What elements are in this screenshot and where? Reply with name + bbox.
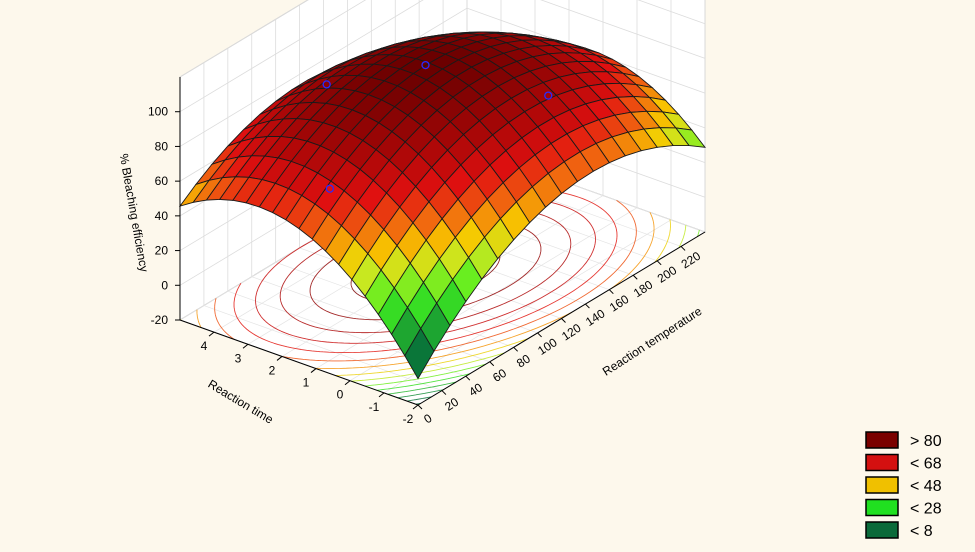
x-tick-label: 180: [631, 277, 656, 300]
legend-label: > 80: [910, 433, 942, 450]
y-tick-label: -2: [403, 412, 414, 426]
x-tick-label: 80: [514, 351, 533, 370]
x-tick-label: 160: [607, 292, 632, 315]
x-axis-title: Reaction temperature: [600, 304, 705, 379]
y-tick-label: 4: [201, 339, 208, 353]
x-tick: [537, 332, 542, 338]
z-tick-label: 100: [148, 105, 168, 119]
x-tick: [656, 260, 662, 266]
x-tick: [417, 404, 423, 410]
y-tick-label: 1: [303, 376, 310, 390]
z-tick-label: 40: [155, 209, 169, 223]
observed-point: [421, 60, 430, 70]
legend-label: < 68: [910, 456, 942, 473]
legend-swatch: [865, 453, 899, 472]
observed-points: [322, 60, 553, 193]
x-tick: [632, 274, 638, 280]
y-tick: [310, 368, 317, 373]
y-tick-label: -1: [369, 400, 380, 414]
floor-gridline: [203, 305, 443, 391]
x-tick-label: 220: [679, 249, 704, 272]
x-tick: [465, 375, 471, 381]
y-tick-label: 2: [269, 363, 276, 377]
y-tick: [344, 380, 351, 386]
y-tick: [378, 392, 385, 398]
observed-point: [322, 80, 331, 89]
legend: > 80 < 68 < 48 < 28 < 8: [865, 431, 942, 540]
floor-gridline: [383, 219, 672, 394]
x-tick-label: 0: [421, 411, 434, 427]
x-tick-label: 200: [655, 263, 680, 286]
z-tick-label: -20: [151, 313, 169, 327]
x-tick: [513, 346, 519, 352]
y-tick-label: 3: [235, 351, 242, 365]
contour-line: [406, 396, 432, 402]
y-tick: [412, 404, 419, 410]
z-tick-label: 80: [155, 139, 169, 153]
surface-mesh: [178, 31, 706, 380]
legend-label: < 48: [910, 478, 942, 495]
x-tick: [561, 318, 566, 323]
y-axis-title: Reaction time: [206, 377, 276, 427]
x-tick-label: 100: [535, 335, 560, 358]
z-tick-label: 60: [155, 174, 169, 188]
observed-point: [325, 184, 334, 193]
z-tick-label: 20: [155, 244, 169, 258]
y-tick-label: 0: [337, 388, 344, 402]
x-tick: [441, 390, 447, 395]
x-tick-label: 20: [442, 395, 461, 414]
x-tick: [489, 361, 495, 367]
y-tick: [276, 356, 283, 361]
legend-swatch: [865, 498, 899, 517]
observed-point: [544, 91, 553, 100]
x-tick: [608, 289, 614, 295]
z-tick-label: 0: [161, 278, 168, 292]
legend-label: < 8: [910, 523, 933, 540]
legend-swatch: [865, 431, 899, 449]
z-axis-title: % Bleaching efficiency: [117, 153, 152, 273]
x-tick-label: 60: [490, 366, 509, 385]
legend-label: < 28: [910, 501, 942, 518]
y-tick: [242, 343, 249, 349]
y-axis-line: [179, 319, 419, 406]
surface-cell: [404, 327, 435, 380]
legend-swatch: [865, 476, 899, 494]
x-tick-label: 40: [466, 380, 485, 399]
x-tick: [680, 246, 686, 251]
x-tick-label: 140: [583, 306, 608, 329]
y-tick: [208, 331, 215, 337]
legend-swatch: [865, 521, 899, 539]
x-tick: [585, 303, 590, 309]
x-tick-label: 120: [559, 321, 584, 344]
contour-line: [387, 381, 457, 395]
